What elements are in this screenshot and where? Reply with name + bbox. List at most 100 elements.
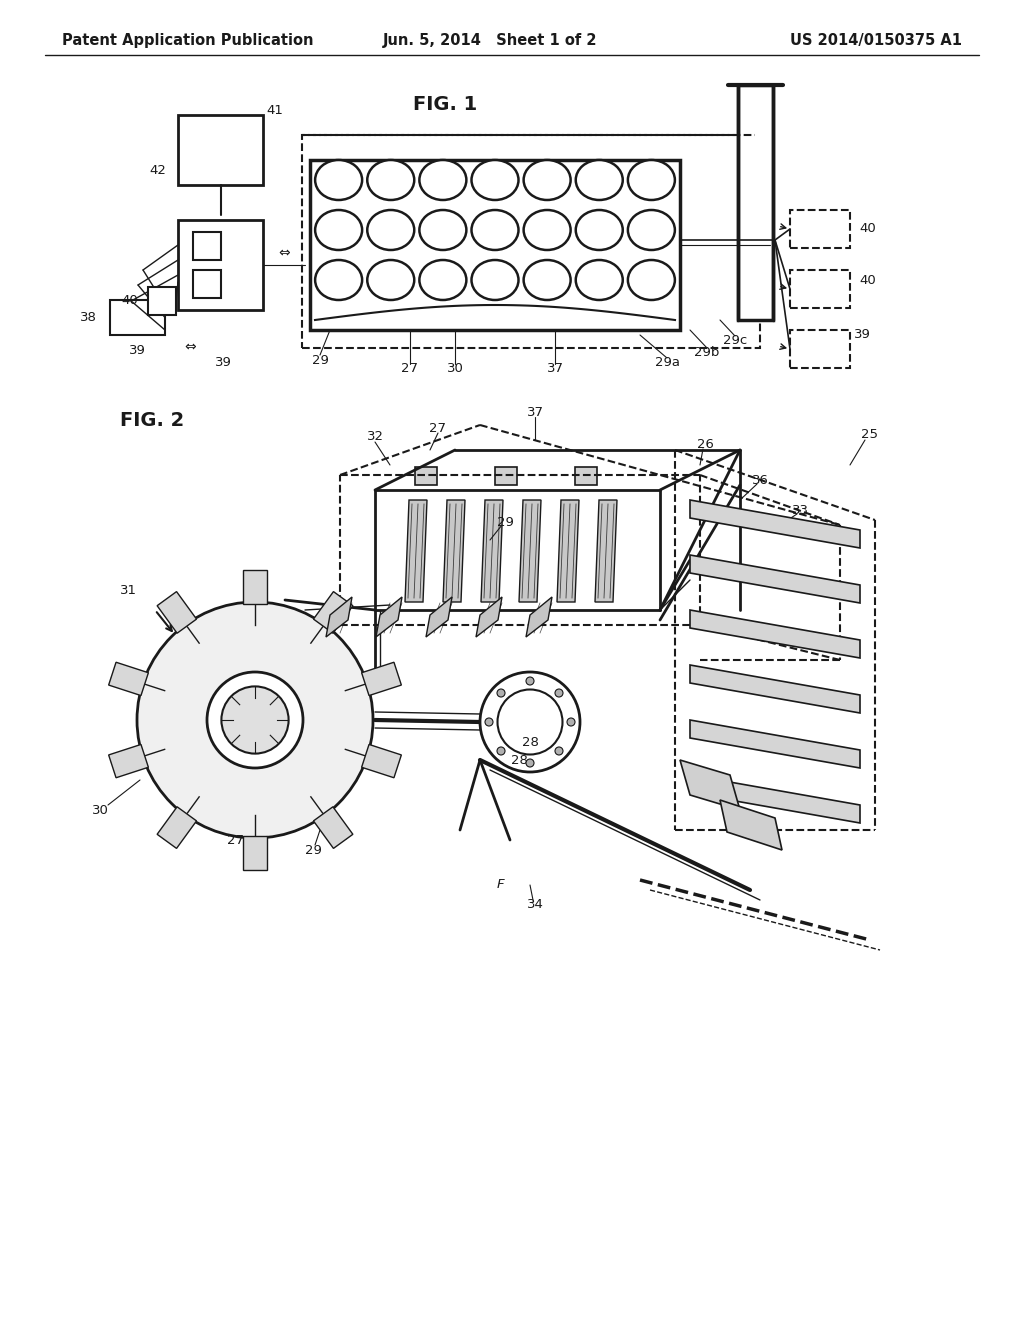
Text: 34: 34 [526, 899, 544, 912]
Bar [178, 220, 263, 310]
Text: Patent Application Publication: Patent Application Publication [62, 33, 313, 48]
Polygon shape [243, 836, 267, 870]
Text: 27: 27 [429, 421, 446, 434]
Text: 29a: 29a [654, 355, 680, 368]
Polygon shape [720, 800, 782, 850]
Ellipse shape [368, 260, 415, 300]
Text: 29: 29 [304, 843, 322, 857]
Polygon shape [690, 500, 860, 548]
Text: 28: 28 [521, 735, 539, 748]
Circle shape [555, 747, 563, 755]
Ellipse shape [628, 210, 675, 249]
Ellipse shape [575, 210, 623, 249]
Ellipse shape [420, 260, 466, 300]
Ellipse shape [471, 160, 518, 201]
Text: 29b: 29b [694, 346, 720, 359]
Bar [178, 115, 263, 185]
Bar [790, 271, 850, 308]
Bar [148, 286, 176, 315]
Text: ⇔: ⇔ [184, 341, 196, 354]
Circle shape [137, 602, 373, 838]
Text: 31: 31 [120, 583, 136, 597]
Text: 29: 29 [311, 354, 329, 367]
Ellipse shape [368, 210, 415, 249]
Polygon shape [313, 807, 353, 849]
Polygon shape [595, 500, 617, 602]
Text: 39: 39 [215, 355, 231, 368]
Text: US 2014/0150375 A1: US 2014/0150375 A1 [790, 33, 962, 48]
Polygon shape [519, 500, 541, 602]
Ellipse shape [575, 260, 623, 300]
Text: 29: 29 [497, 516, 513, 528]
Circle shape [497, 689, 505, 697]
Bar [790, 330, 850, 368]
Text: 36: 36 [752, 474, 768, 487]
Circle shape [526, 759, 534, 767]
Text: 33: 33 [792, 503, 809, 516]
Text: 41: 41 [266, 103, 284, 116]
Text: 29c: 29c [723, 334, 748, 346]
Polygon shape [481, 500, 503, 602]
Circle shape [567, 718, 575, 726]
Text: 40: 40 [122, 294, 138, 308]
Polygon shape [157, 591, 197, 634]
Bar [310, 160, 680, 330]
Circle shape [221, 686, 289, 754]
Ellipse shape [523, 210, 570, 249]
Circle shape [526, 677, 534, 685]
Ellipse shape [523, 160, 570, 201]
Text: Jun. 5, 2014   Sheet 1 of 2: Jun. 5, 2014 Sheet 1 of 2 [383, 33, 597, 48]
Polygon shape [415, 467, 437, 484]
Polygon shape [575, 467, 597, 484]
Polygon shape [406, 500, 427, 602]
Text: 27: 27 [226, 833, 244, 846]
Ellipse shape [315, 160, 362, 201]
Bar [110, 300, 165, 335]
Text: 27: 27 [401, 362, 419, 375]
Text: 38: 38 [80, 312, 96, 323]
Ellipse shape [315, 210, 362, 249]
Polygon shape [495, 467, 517, 484]
Text: 32: 32 [367, 430, 384, 444]
Bar [302, 135, 760, 348]
Ellipse shape [368, 160, 415, 201]
Text: FIG. 2: FIG. 2 [120, 411, 184, 429]
Polygon shape [243, 570, 267, 605]
Text: ⇔: ⇔ [279, 246, 290, 260]
Ellipse shape [628, 260, 675, 300]
Polygon shape [157, 807, 197, 849]
Text: 39: 39 [854, 329, 870, 342]
Text: 30: 30 [91, 804, 109, 817]
Text: 37: 37 [547, 362, 563, 375]
Polygon shape [690, 775, 860, 822]
Text: 28: 28 [511, 754, 527, 767]
Ellipse shape [471, 260, 518, 300]
Polygon shape [680, 760, 740, 810]
Circle shape [485, 718, 493, 726]
Polygon shape [690, 554, 860, 603]
Bar [790, 210, 850, 248]
Polygon shape [526, 597, 552, 638]
Text: 42: 42 [150, 164, 167, 177]
Bar [193, 232, 221, 260]
Polygon shape [361, 744, 401, 777]
Polygon shape [476, 597, 502, 638]
Polygon shape [690, 665, 860, 713]
Polygon shape [426, 597, 452, 638]
Ellipse shape [523, 260, 570, 300]
Bar [193, 271, 221, 298]
Polygon shape [443, 500, 465, 602]
Polygon shape [690, 719, 860, 768]
Polygon shape [361, 663, 401, 696]
Text: 39: 39 [129, 343, 146, 356]
Ellipse shape [420, 210, 466, 249]
Ellipse shape [420, 160, 466, 201]
Ellipse shape [471, 210, 518, 249]
Text: 25: 25 [861, 429, 879, 441]
Polygon shape [313, 591, 353, 634]
Ellipse shape [628, 160, 675, 201]
Ellipse shape [575, 160, 623, 201]
Text: 40: 40 [859, 273, 877, 286]
Circle shape [497, 747, 505, 755]
Ellipse shape [315, 260, 362, 300]
